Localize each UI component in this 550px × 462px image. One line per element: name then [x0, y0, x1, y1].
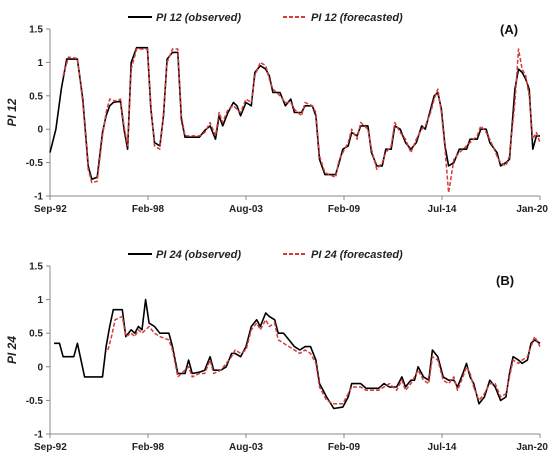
- legend-label: PI 12 (observed): [156, 12, 241, 24]
- x-tick-label: Feb-09: [328, 204, 361, 215]
- x-tick-label: Jan-20: [516, 204, 548, 215]
- x-tick-label: Aug-03: [229, 204, 263, 215]
- series-line-forecasted: [107, 315, 541, 405]
- x-tick-label: Jan-20: [516, 442, 548, 453]
- y-axis-title: PI 12: [5, 98, 19, 126]
- x-tick-label: Sep-92: [34, 204, 67, 215]
- x-tick-label: Jul-14: [428, 442, 457, 453]
- y-tick-label: 1.5: [29, 262, 43, 273]
- series-line-forecasted: [62, 48, 541, 194]
- panel-label: (A): [500, 22, 518, 37]
- x-tick-label: Sep-92: [34, 442, 67, 453]
- x-tick-label: Aug-03: [229, 442, 263, 453]
- y-tick-label: 0.5: [29, 329, 43, 340]
- y-tick-label: -1: [34, 430, 43, 441]
- legend-label: PI 12 (forecasted): [311, 12, 403, 24]
- y-axis-title: PI 24: [5, 336, 19, 364]
- y-tick-label: 1.5: [29, 25, 43, 36]
- series-line-observed: [54, 298, 541, 410]
- y-tick-label: -1: [34, 192, 43, 203]
- legend-label: PI 24 (observed): [156, 249, 241, 261]
- x-tick-label: Jul-14: [428, 204, 457, 215]
- x-tick-label: Feb-98: [132, 442, 165, 453]
- y-tick-label: 1: [37, 295, 43, 306]
- y-tick-label: 0: [37, 125, 43, 136]
- y-tick-label: 0: [37, 362, 43, 373]
- panel-label: (B): [496, 273, 514, 288]
- x-tick-label: Feb-09: [328, 442, 361, 453]
- x-tick-label: Feb-98: [132, 204, 165, 215]
- legend-label: PI 24 (forecasted): [311, 249, 403, 261]
- y-tick-label: 1: [37, 58, 43, 69]
- y-tick-label: -0.5: [26, 158, 44, 169]
- y-tick-label: -0.5: [26, 396, 44, 407]
- y-tick-label: 0.5: [29, 91, 43, 102]
- series-line-observed: [49, 46, 540, 181]
